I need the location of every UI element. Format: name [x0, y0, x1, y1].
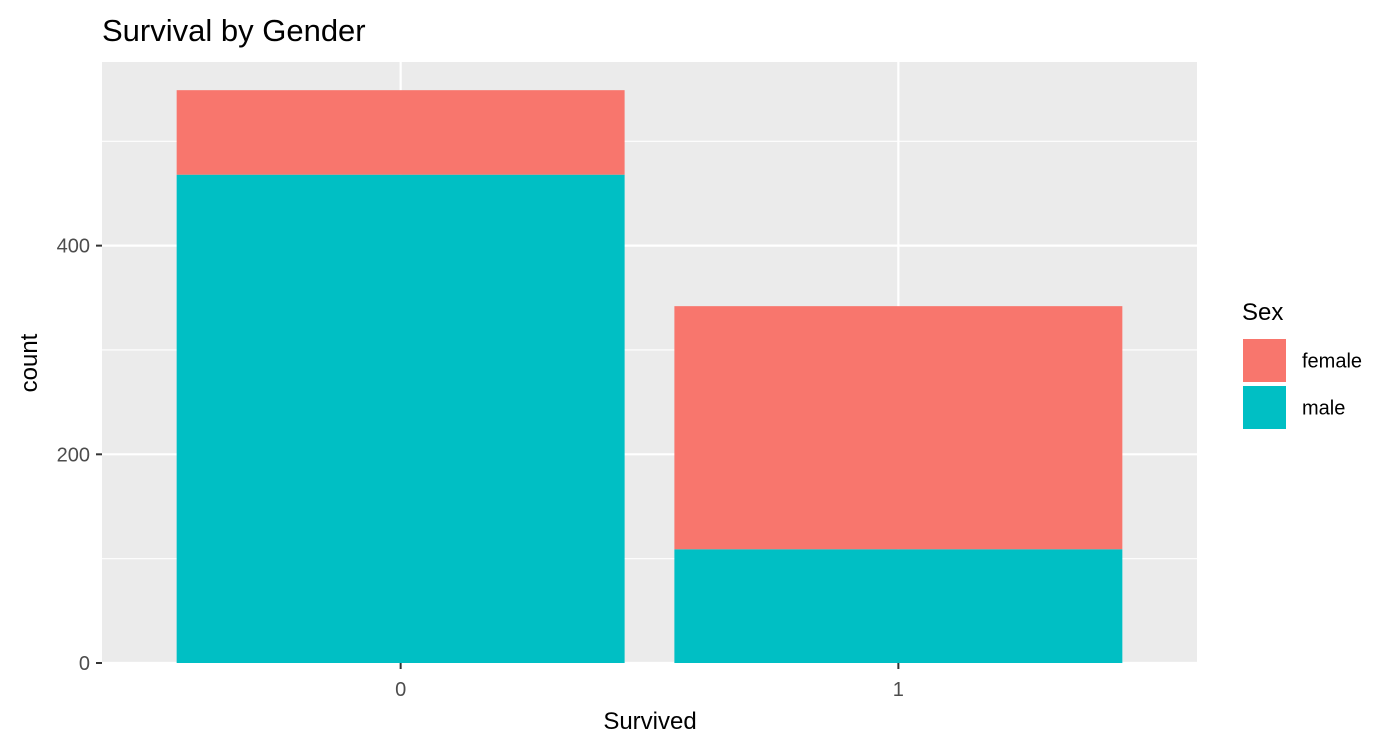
legend-title: Sex: [1242, 299, 1283, 326]
legend-label-female: female: [1302, 351, 1362, 373]
bars: [176, 90, 1123, 663]
y-axis: 0 200 400: [57, 236, 102, 675]
y-tick-label: 400: [57, 236, 90, 258]
bar-female-0: [176, 90, 625, 175]
y-axis-title: count: [16, 333, 43, 392]
legend-key-male: [1243, 386, 1286, 429]
y-tick-label: 0: [79, 653, 90, 675]
legend-key-female: [1243, 339, 1286, 382]
x-axis-title: Survived: [603, 708, 696, 735]
chart-title: Survival by Gender: [102, 13, 366, 48]
bar-male-0: [176, 174, 625, 663]
bar-female-1: [674, 306, 1123, 550]
legend: Sex female male: [1242, 299, 1362, 429]
legend-label-male: male: [1302, 398, 1345, 420]
bar-male-1: [674, 549, 1123, 663]
x-tick-label: 1: [893, 679, 904, 701]
x-tick-label: 0: [395, 679, 406, 701]
y-tick-label: 200: [57, 444, 90, 466]
